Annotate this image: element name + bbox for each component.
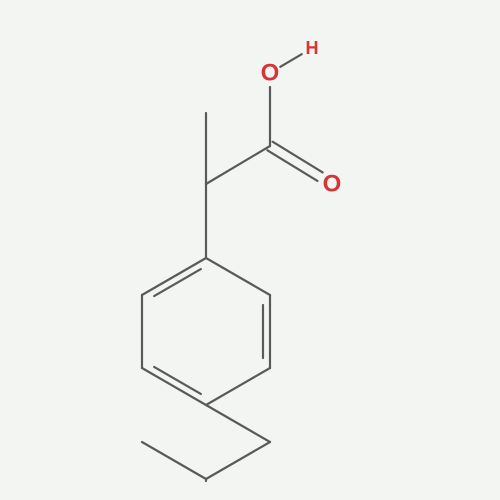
background [0, 0, 500, 500]
atom-label-o: O [323, 171, 342, 198]
atom-label-h: H [306, 38, 319, 58]
molecule-canvas: O O H [0, 0, 500, 500]
atom-label-o: O [261, 60, 280, 87]
molecule-svg: O O H [0, 0, 500, 500]
